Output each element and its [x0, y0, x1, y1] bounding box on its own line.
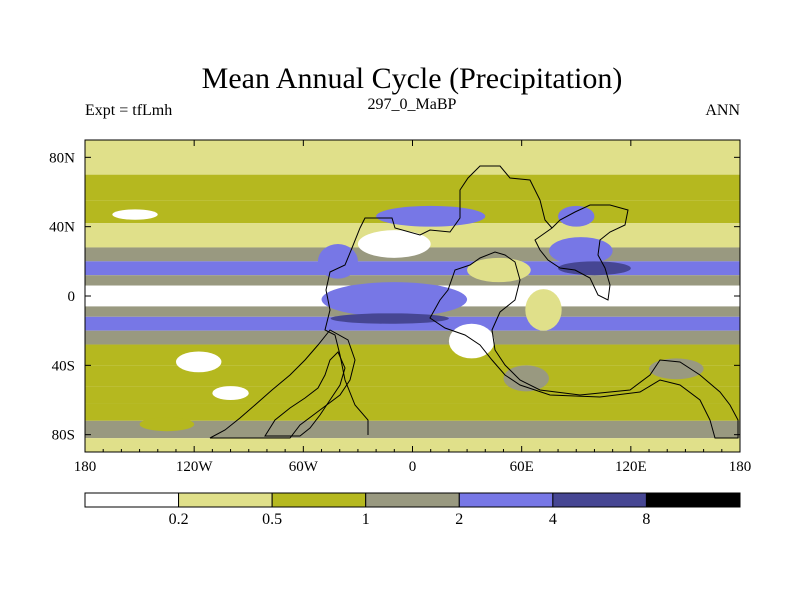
patch-11 [548, 237, 613, 265]
colorbar-label-2: 1 [362, 511, 370, 528]
patch-0 [175, 351, 222, 373]
y-tick-label-0: 80N [49, 150, 75, 166]
plot-area [85, 140, 740, 452]
colorbar: 0.2 0.5 1 2 4 8 [84, 492, 741, 528]
band-16 [85, 438, 740, 452]
y-tick-label-1: 40N [49, 220, 75, 236]
band-9 [85, 316, 740, 331]
x-tick-label-5: 120E [615, 459, 647, 475]
precip-patches [112, 205, 704, 432]
south-america-outline [209, 329, 356, 439]
colorbar-label-1: 0.5 [262, 511, 282, 528]
patch-4 [357, 230, 431, 258]
band-14 [85, 403, 740, 421]
center-string: 297_0_MaBP [368, 96, 457, 113]
band-12 [85, 365, 740, 387]
patch-7 [330, 313, 449, 324]
chart-title: Mean Annual Cycle (Precipitation) [202, 62, 623, 95]
colorbar-box-6 [645, 492, 741, 508]
right-string: ANN [705, 102, 740, 119]
y-tick-label-4: 80S [52, 428, 75, 444]
x-tick-label-4: 60E [510, 459, 534, 475]
patch-10 [525, 289, 562, 331]
asia-outline [534, 204, 629, 301]
colorbar-box-2 [271, 492, 367, 508]
colorbar-box-3 [365, 492, 460, 508]
band-6 [85, 275, 740, 286]
patch-3 [139, 417, 195, 432]
patch-9 [448, 323, 495, 359]
x-tick-label-6: 180 [729, 459, 752, 475]
x-tick-label-2: 60W [289, 459, 319, 475]
colorbar-box-1 [178, 492, 273, 508]
colorbar-box-5 [552, 492, 647, 508]
patch-16 [376, 205, 486, 227]
patch-15 [649, 358, 704, 380]
y-axis: 80N 40N 0 40S 80S [49, 150, 740, 444]
patch-13 [558, 205, 595, 227]
x-tick-label-3: 0 [409, 459, 417, 475]
left-string: Expt = tfLmh [85, 102, 172, 119]
colorbar-label-5: 8 [642, 511, 650, 528]
africa-outline [429, 251, 739, 439]
band-11 [85, 344, 740, 366]
antarctic-peninsula-outline [264, 351, 346, 437]
x-tick-label-1: 120W [176, 459, 214, 475]
continent-outlines [209, 165, 739, 439]
colorbar-box-0 [84, 492, 180, 508]
colorbar-label-3: 2 [455, 511, 463, 528]
colorbar-box-4 [458, 492, 554, 508]
patch-5 [317, 244, 358, 279]
y-tick-label-2: 0 [68, 289, 76, 305]
colorbar-label-4: 4 [549, 511, 557, 528]
band-10 [85, 330, 740, 345]
x-axis: 180 120W 60W 0 60E 120E 180 [74, 140, 752, 475]
patch-8 [467, 257, 531, 283]
patch-2 [212, 386, 249, 401]
colorbar-label-0: 0.2 [169, 511, 189, 528]
y-tick-label-3: 40S [52, 358, 75, 374]
band-5 [85, 261, 740, 276]
patch-14 [503, 365, 549, 392]
band-1 [85, 174, 740, 201]
band-13 [85, 386, 740, 404]
x-tick-label-0: 180 [74, 459, 97, 475]
patch-1 [112, 209, 158, 220]
america-outline [324, 165, 553, 435]
patch-6 [321, 282, 468, 317]
patch-12 [558, 261, 631, 276]
band-15 [85, 420, 740, 439]
